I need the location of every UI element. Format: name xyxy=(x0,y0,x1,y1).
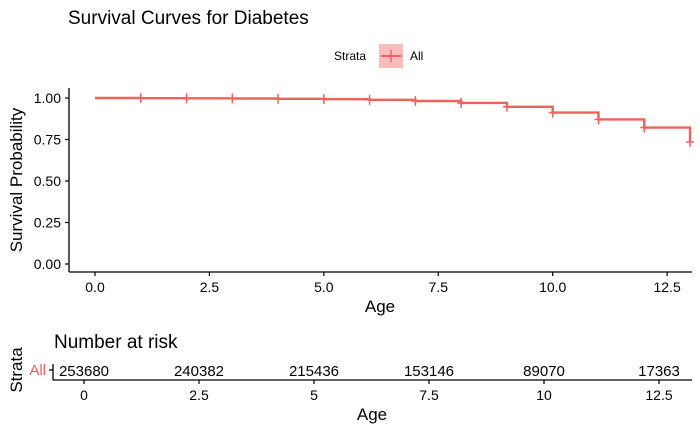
risk-values: 253680 240382 215436 153146 89070 17363 xyxy=(59,363,680,380)
x-axis-label: Age xyxy=(365,297,395,316)
censor-mark xyxy=(182,93,191,104)
y-tick-label: 1.00 xyxy=(34,90,61,106)
risk-value: 253680 xyxy=(59,363,109,380)
censor-mark xyxy=(457,97,466,108)
risk-value: 215436 xyxy=(289,363,339,380)
risk-x-tick-label: 5 xyxy=(310,387,318,403)
censor-mark xyxy=(686,136,694,147)
risk-x-tick-label: 2.5 xyxy=(189,387,209,403)
censor-mark xyxy=(502,101,511,112)
risk-x-tick-label: 0 xyxy=(80,387,88,403)
y-tick-label: 0.75 xyxy=(34,132,61,148)
legend: Strata All xyxy=(334,44,423,68)
x-tick-label: 2.5 xyxy=(200,279,220,295)
risk-x-tick-label: 7.5 xyxy=(419,387,439,403)
risk-x-tick-label: 12.5 xyxy=(645,387,672,403)
x-tick-label: 12.5 xyxy=(653,279,680,295)
risk-x-tick-label: 10 xyxy=(536,387,552,403)
censor-mark xyxy=(136,93,145,104)
censor-mark xyxy=(411,95,420,106)
risk-row-label-all: All xyxy=(29,362,46,379)
risk-value: 240382 xyxy=(174,363,224,380)
x-tick-label: 10.0 xyxy=(539,279,566,295)
censor-mark xyxy=(228,93,237,104)
y-tick-label: 0.50 xyxy=(34,173,61,189)
x-tick-label: 5.0 xyxy=(314,279,334,295)
legend-entry-all: All xyxy=(410,49,423,63)
y-axis-label: Survival Probability xyxy=(7,107,26,252)
risk-value: 17363 xyxy=(638,363,680,380)
risk-x-ticks: 0 2.5 5 7.5 10 12.5 xyxy=(80,380,673,403)
x-tick-label: 7.5 xyxy=(429,279,449,295)
censor-mark xyxy=(640,122,649,133)
censor-mark xyxy=(319,94,328,105)
risk-x-axis-label: Age xyxy=(357,405,387,424)
censor-marks xyxy=(136,93,694,147)
x-tick-label: 0.0 xyxy=(85,279,105,295)
risk-table-title: Number at risk xyxy=(54,332,178,353)
risk-table: Number at risk Strata All 253680 240382 21… xyxy=(7,332,692,424)
y-ticks: 0.00 0.25 0.50 0.75 1.00 xyxy=(34,90,69,272)
risk-table-y-label: Strata xyxy=(7,347,26,393)
censor-mark xyxy=(274,93,283,104)
survival-plot: 0.00 0.25 0.50 0.75 1.00 0.0 2.5 5.0 7.5 10.0 12.… xyxy=(7,88,694,316)
y-tick-label: 0.25 xyxy=(34,215,61,231)
chart-title: Survival Curves for Diabetes xyxy=(68,8,309,29)
censor-mark xyxy=(365,94,374,105)
censor-mark xyxy=(594,114,603,125)
y-tick-label: 0.00 xyxy=(34,256,61,272)
legend-title: Strata xyxy=(334,49,366,63)
x-ticks: 0.0 2.5 5.0 7.5 10.0 12.5 xyxy=(85,272,681,295)
risk-value: 89070 xyxy=(523,363,565,380)
censor-mark xyxy=(548,107,557,118)
risk-value: 153146 xyxy=(404,363,454,380)
